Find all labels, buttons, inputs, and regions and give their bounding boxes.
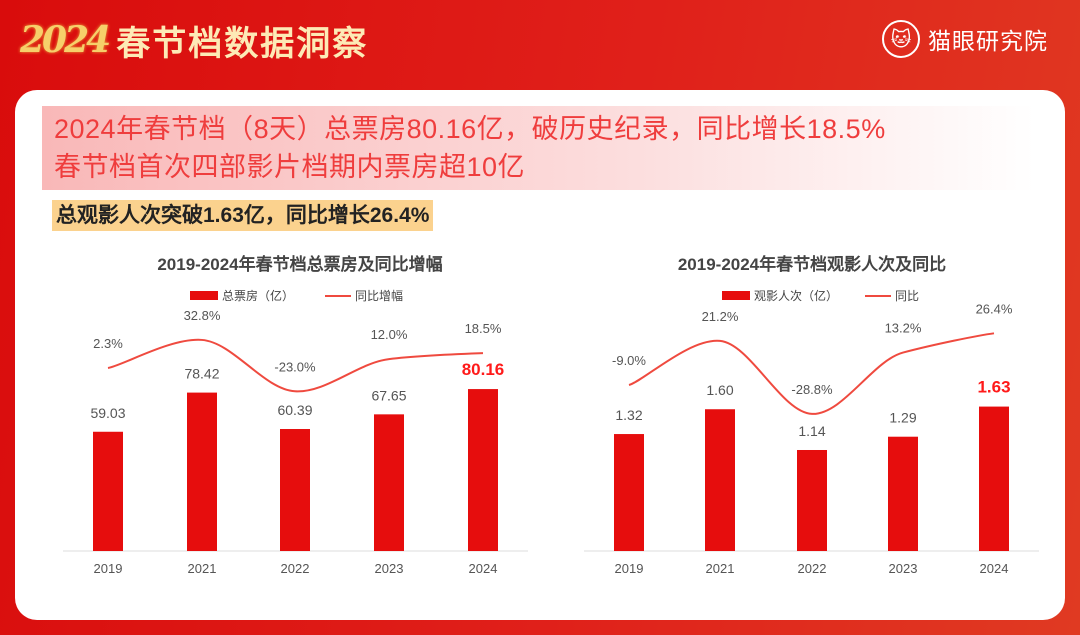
x-tick-label: 2024 <box>469 561 498 576</box>
chart-title: 2019-2024年春节档观影人次及同比 <box>678 254 946 274</box>
title-text: 春节档数据洞察 <box>116 24 369 63</box>
x-tick-label: 2022 <box>798 561 827 576</box>
x-tick-label: 2021 <box>188 561 217 576</box>
line-value-label: 12.0% <box>371 327 408 342</box>
bar <box>280 429 310 551</box>
bar-value-label: 1.32 <box>615 407 642 423</box>
bar-value-label: 1.63 <box>977 378 1010 397</box>
bar <box>374 414 404 551</box>
headline-line-1: 2024年春节档（8天）总票房80.16亿，破历史纪录，同比增长18.5% <box>54 114 886 144</box>
line-value-label: 32.8% <box>184 308 221 323</box>
bar <box>705 409 735 551</box>
bar <box>979 406 1009 551</box>
brand: 🐱 猫眼研究院 <box>882 20 1048 58</box>
bar-value-label: 80.16 <box>462 360 505 379</box>
line-value-label: 2.3% <box>93 336 123 351</box>
legend-bar-swatch <box>190 291 218 300</box>
bar <box>888 436 918 551</box>
line-value-label: 21.2% <box>702 309 739 324</box>
line-value-label: 13.2% <box>885 321 922 336</box>
legend-bar-label: 总票房（亿） <box>222 288 294 303</box>
bar-value-label: 78.42 <box>184 366 219 382</box>
headline-band: 2024年春节档（8天）总票房80.16亿，破历史纪录，同比增长18.5% 春节… <box>42 106 1035 190</box>
chart-title: 2019-2024年春节档总票房及同比增幅 <box>157 254 442 274</box>
bar <box>93 431 123 551</box>
year-logo: 2024 <box>20 19 111 61</box>
x-tick-label: 2019 <box>94 561 123 576</box>
line-value-label: -9.0% <box>612 353 646 368</box>
bar <box>614 434 644 551</box>
headline-line-2: 春节档首次四部影片档期内票房超10亿 <box>54 152 526 182</box>
x-tick-label: 2019 <box>615 561 644 576</box>
legend-bar-label: 观影人次（亿） <box>754 288 838 303</box>
bar <box>187 392 217 551</box>
x-tick-label: 2023 <box>375 561 404 576</box>
bar <box>468 389 498 551</box>
bar-value-label: 1.29 <box>889 410 916 426</box>
bar-value-label: 67.65 <box>371 387 406 403</box>
page-title: 2024 春节档数据洞察 <box>20 8 368 72</box>
bar-value-label: 1.60 <box>706 382 733 398</box>
legend-line-label: 同比 <box>895 289 919 303</box>
x-tick-label: 2022 <box>281 561 310 576</box>
line-value-label: -28.8% <box>791 382 833 397</box>
brand-name: 猫眼研究院 <box>928 28 1048 54</box>
growth-line <box>107 338 484 393</box>
audience-highlight: 总观影人次突破1.63亿，同比增长26.4% <box>52 200 434 231</box>
cat-face-icon: 🐱 <box>882 20 920 58</box>
growth-line <box>628 332 995 415</box>
line-value-label: 18.5% <box>465 321 502 336</box>
x-tick-label: 2024 <box>980 561 1009 576</box>
legend-bar-swatch <box>722 291 750 300</box>
legend-line-label: 同比增幅 <box>355 288 403 303</box>
bar-value-label: 1.14 <box>798 423 825 439</box>
bar <box>797 449 827 551</box>
line-value-label: 26.4% <box>976 301 1013 316</box>
x-tick-label: 2023 <box>889 561 918 576</box>
x-tick-label: 2021 <box>706 561 735 576</box>
line-value-label: -23.0% <box>274 359 316 374</box>
bar-value-label: 59.03 <box>90 405 125 421</box>
bar-value-label: 60.39 <box>277 402 312 418</box>
